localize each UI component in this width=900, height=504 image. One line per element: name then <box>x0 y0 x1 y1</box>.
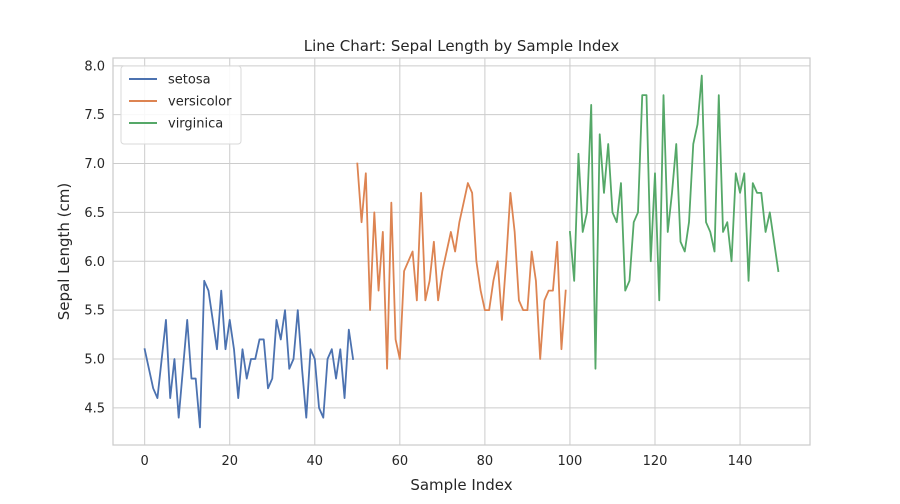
legend-label-virginica: virginica <box>168 117 223 132</box>
legend-label-setosa: setosa <box>168 73 211 88</box>
x-tick-label: 60 <box>392 454 409 469</box>
x-tick-label: 140 <box>728 454 753 469</box>
legend: setosa versicolor virginica <box>120 65 242 145</box>
x-tick-label: 100 <box>558 454 583 469</box>
x-tick-label: 20 <box>221 454 238 469</box>
y-tick-label: 5.0 <box>84 353 105 368</box>
y-tick-label: 5.5 <box>84 304 105 319</box>
x-tick-label: 40 <box>307 454 324 469</box>
y-tick-label: 7.5 <box>84 108 105 123</box>
series-line-virginica <box>568 74 780 370</box>
x-tick-label: 80 <box>477 454 494 469</box>
legend-label-versicolor: versicolor <box>168 95 232 110</box>
series-lines <box>143 74 780 429</box>
chart-title: Line Chart: Sepal Length by Sample Index <box>304 37 620 55</box>
series-line-setosa <box>143 279 355 429</box>
x-tick-label: 0 <box>141 454 149 469</box>
series-line-versicolor <box>356 162 567 370</box>
x-axis-label: Sample Index <box>410 476 512 494</box>
y-tick-label: 4.5 <box>84 401 105 416</box>
y-tick-label: 6.0 <box>84 255 105 270</box>
legend-box <box>120 65 242 145</box>
x-tick-label: 120 <box>643 454 668 469</box>
y-tick-label: 8.0 <box>84 59 105 74</box>
y-axis-label: Sepal Length (cm) <box>55 183 73 320</box>
y-tick-label: 7.0 <box>84 157 105 172</box>
y-tick-label: 6.5 <box>84 206 105 221</box>
grid-lines <box>113 58 810 445</box>
tick-labels: 0 20 40 60 80 100 120 140 4.5 5.0 5.5 6.0 6.5 7.0 7.5 8… <box>84 59 752 469</box>
plot-frame <box>112 57 811 446</box>
